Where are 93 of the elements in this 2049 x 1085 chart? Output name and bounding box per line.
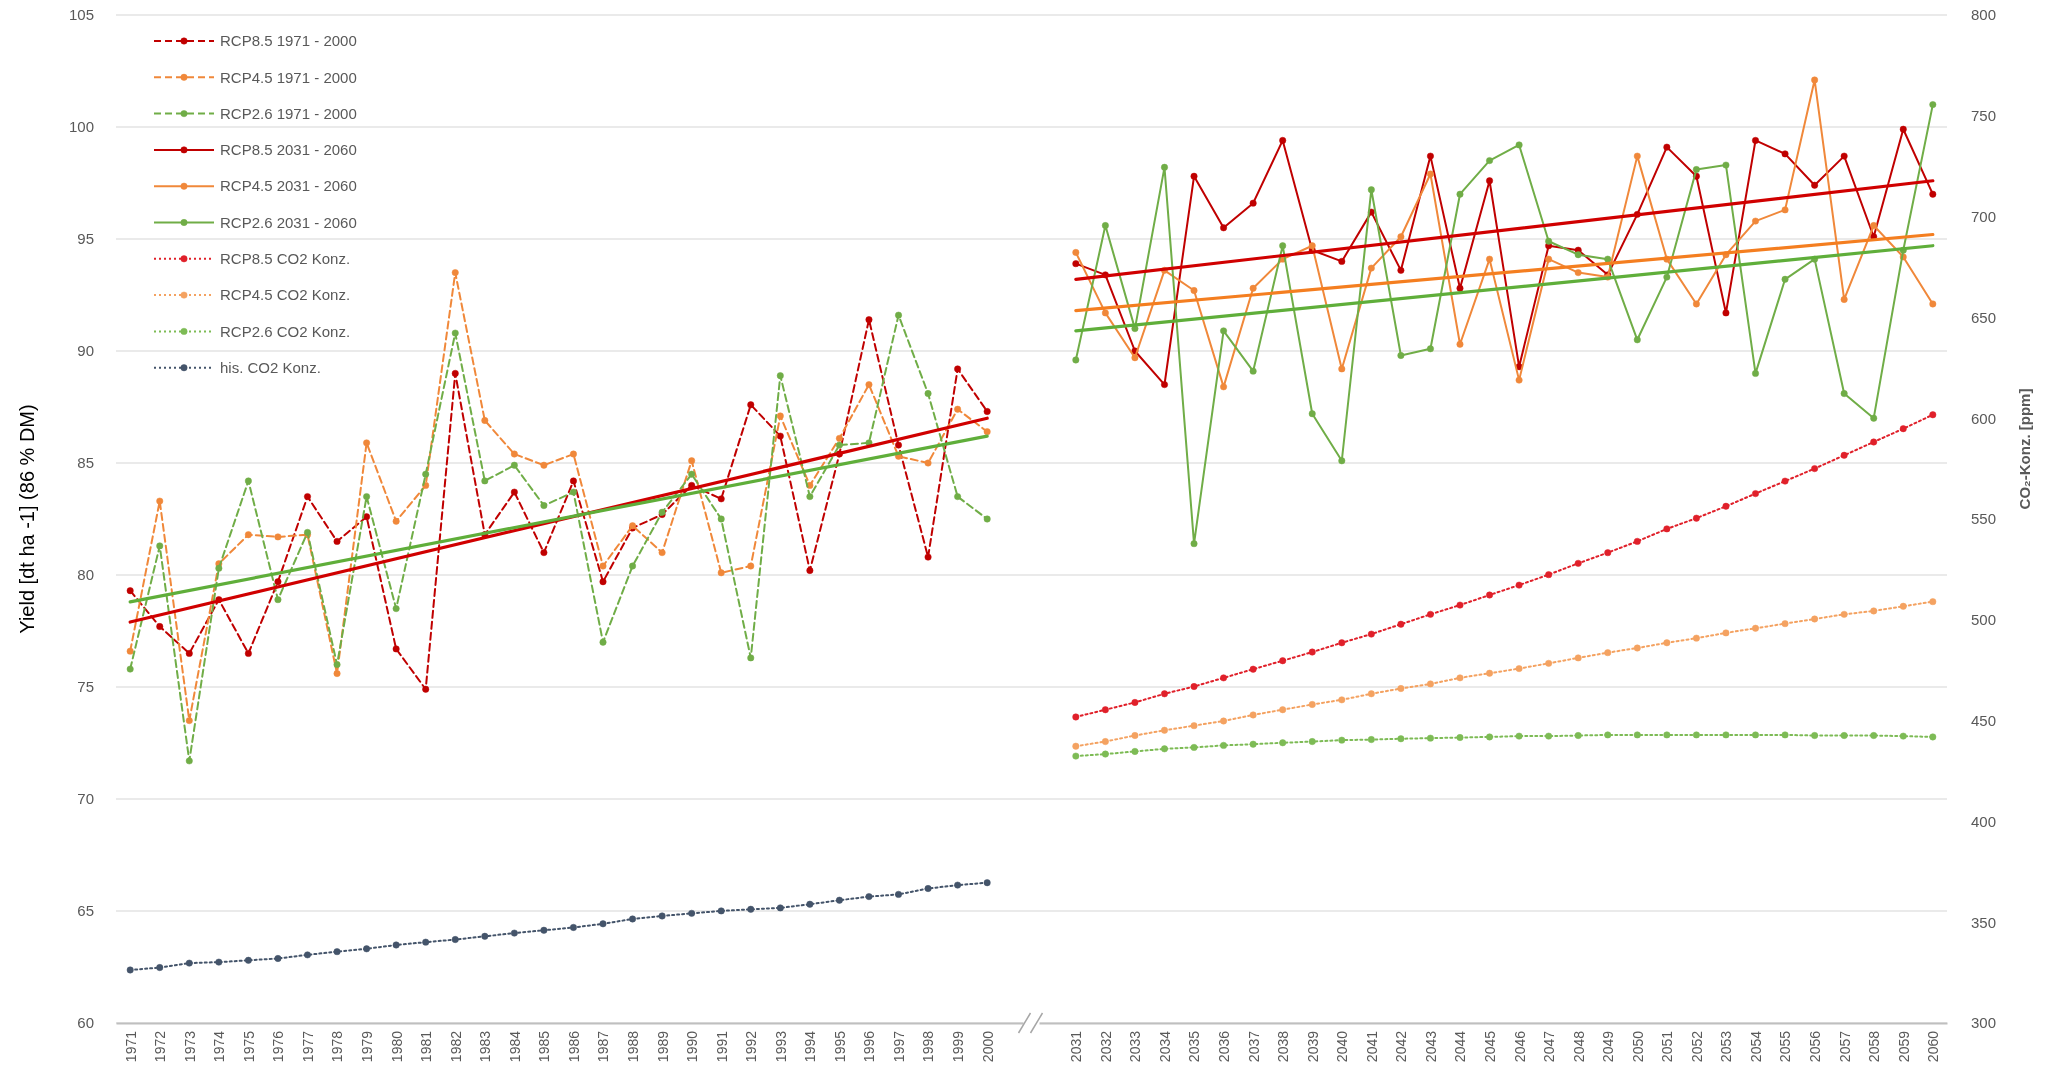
legend-label: RCP8.5 2031 - 2060 — [220, 141, 357, 159]
x-tick-label: 2038 — [1275, 1030, 1292, 1063]
x-tick-label: 1987 — [595, 1030, 612, 1063]
y-tick-label: 60 — [77, 1014, 94, 1032]
x-tick-label: 2034 — [1156, 1030, 1173, 1063]
x-tick-label: 1981 — [418, 1030, 435, 1063]
x-tick-label: 1980 — [388, 1030, 405, 1063]
x-tick-label: 1988 — [624, 1030, 641, 1063]
y-tick-label: 85 — [77, 454, 94, 472]
x-tick-label: 1993 — [772, 1030, 789, 1063]
legend-label: his. CO2 Konz. — [220, 358, 321, 376]
x-tick-label: 2046 — [1511, 1030, 1528, 1063]
x-tick-label: 1992 — [743, 1030, 760, 1063]
x-tick-label: 1971 — [122, 1030, 139, 1063]
x-tick-label: 2057 — [1836, 1030, 1853, 1063]
x-tick-label: 1973 — [181, 1030, 198, 1063]
x-tick-label: 1984 — [506, 1030, 523, 1063]
x-tick-label: 2044 — [1452, 1030, 1469, 1063]
x-tick-label: 2060 — [1925, 1030, 1942, 1063]
x-tick-label: 2053 — [1718, 1030, 1735, 1063]
y2-tick-label: 700 — [1971, 207, 1997, 225]
x-tick-label: 2048 — [1570, 1030, 1587, 1063]
y2-tick-label: 750 — [1971, 107, 1997, 125]
x-tick-label: 2032 — [1097, 1030, 1114, 1063]
y-tick-label: 90 — [77, 342, 94, 360]
legend-label: RCP4.5 1971 - 2000 — [220, 68, 357, 86]
x-tick-label: 2031 — [1068, 1030, 1085, 1063]
x-tick-label: 2050 — [1629, 1030, 1646, 1063]
x-tick-label: 2042 — [1393, 1030, 1410, 1063]
y-tick-label: 95 — [77, 230, 94, 248]
legend-label: RCP2.6 1971 - 2000 — [220, 104, 357, 122]
y2-tick-label: 400 — [1971, 812, 1997, 830]
x-tick-label: 1986 — [565, 1030, 582, 1063]
x-tick-label: 2056 — [1807, 1030, 1824, 1063]
x-tick-label: 1994 — [802, 1030, 819, 1063]
legend-label: RCP8.5 1971 - 2000 — [220, 32, 357, 50]
x-tick-label: 2045 — [1481, 1030, 1498, 1063]
y-tick-label: 75 — [77, 678, 94, 696]
y-tick-label: 100 — [68, 118, 94, 136]
y-tick-label: 65 — [77, 902, 94, 920]
x-tick-label: 1983 — [477, 1030, 494, 1063]
x-tick-label: 1998 — [920, 1030, 937, 1063]
x-tick-label: 2000 — [979, 1030, 996, 1063]
x-tick-label: 1989 — [654, 1030, 671, 1063]
y2-tick-label: 550 — [1971, 510, 1997, 528]
y2-tick-label: 600 — [1971, 409, 1997, 427]
x-tick-label: 2041 — [1363, 1030, 1380, 1063]
x-tick-label: 1991 — [713, 1030, 730, 1063]
x-tick-label: 1978 — [329, 1030, 346, 1063]
x-tick-label: 2052 — [1688, 1030, 1705, 1063]
y2-tick-label: 450 — [1971, 711, 1997, 729]
x-tick-label: 1985 — [536, 1030, 553, 1063]
x-tick-label: 1974 — [211, 1030, 228, 1063]
x-tick-label: 1996 — [861, 1030, 878, 1063]
x-tick-label: 2037 — [1245, 1030, 1262, 1063]
x-tick-label: 2033 — [1127, 1030, 1144, 1063]
x-tick-label: 1995 — [831, 1030, 848, 1063]
x-tick-label: 2058 — [1866, 1030, 1883, 1063]
x-tick-label: 2040 — [1334, 1030, 1351, 1063]
legend-label: RCP4.5 CO2 Konz. — [220, 286, 351, 304]
x-tick-label: 1982 — [447, 1030, 464, 1063]
x-tick-label: 1999 — [950, 1030, 967, 1063]
x-tick-label: 2043 — [1422, 1030, 1439, 1063]
legend-label: RCP2.6 2031 - 2060 — [220, 213, 357, 231]
legend-label: RCP4.5 2031 - 2060 — [220, 177, 357, 195]
x-tick-label: 1976 — [270, 1030, 287, 1063]
x-tick-label: 2039 — [1304, 1030, 1321, 1063]
y-tick-label: 105 — [68, 6, 94, 24]
x-tick-label: 1990 — [684, 1030, 701, 1063]
legend-label: RCP2.6 CO2 Konz. — [220, 322, 351, 340]
y-axis-title: Yield [dt ha -1] (86 % DM) — [16, 404, 38, 634]
x-tick-label: 1997 — [890, 1030, 907, 1063]
x-tick-label: 1977 — [299, 1030, 316, 1063]
x-tick-label: 2036 — [1215, 1030, 1232, 1063]
x-tick-label: 1972 — [152, 1030, 169, 1063]
x-tick-label: 2059 — [1895, 1030, 1912, 1063]
x-tick-label: 2047 — [1541, 1030, 1558, 1063]
y2-tick-label: 650 — [1971, 308, 1997, 326]
x-tick-label: 2055 — [1777, 1030, 1794, 1063]
x-tick-label: 2051 — [1659, 1030, 1676, 1063]
y2-tick-label: 350 — [1971, 913, 1997, 931]
y2-tick-label: 300 — [1971, 1014, 1997, 1032]
x-tick-label: 1979 — [359, 1030, 375, 1063]
legend-label: RCP8.5 CO2 Konz. — [220, 250, 351, 268]
x-tick-label: 2035 — [1186, 1030, 1203, 1063]
y-tick-label: 80 — [77, 566, 94, 584]
x-tick-label: 2049 — [1600, 1030, 1617, 1063]
y2-tick-label: 500 — [1971, 611, 1997, 629]
y2-tick-label: 800 — [1971, 6, 1997, 24]
x-tick-label: 2054 — [1747, 1030, 1764, 1063]
y-tick-label: 70 — [77, 790, 94, 808]
y2-axis-title: CO₂-Konz. [ppm] — [2016, 388, 2033, 510]
x-tick-label: 1975 — [240, 1030, 257, 1063]
